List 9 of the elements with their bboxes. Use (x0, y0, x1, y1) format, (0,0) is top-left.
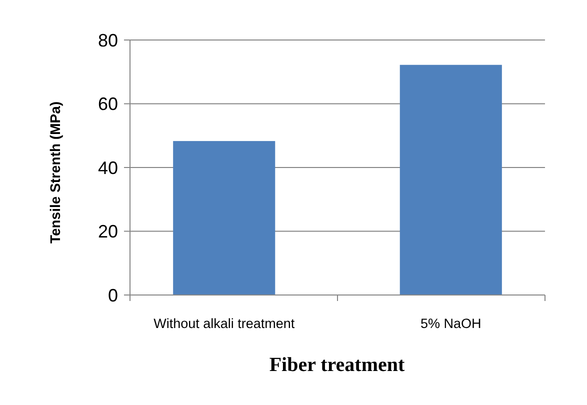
y-tick-label: 40 (98, 158, 118, 178)
y-axis-title: Tensile Strenth (MPa) (47, 101, 63, 244)
y-tick-label: 20 (98, 222, 118, 242)
x-axis-title: Fiber treatment (269, 354, 405, 376)
x-tick-label: 5% NaOH (420, 316, 482, 331)
y-tick-label: 80 (98, 30, 118, 50)
y-tick-label: 0 (108, 285, 118, 306)
y-tick-label: 60 (98, 94, 118, 114)
x-tick-label: Without alkali treatment (154, 316, 295, 331)
